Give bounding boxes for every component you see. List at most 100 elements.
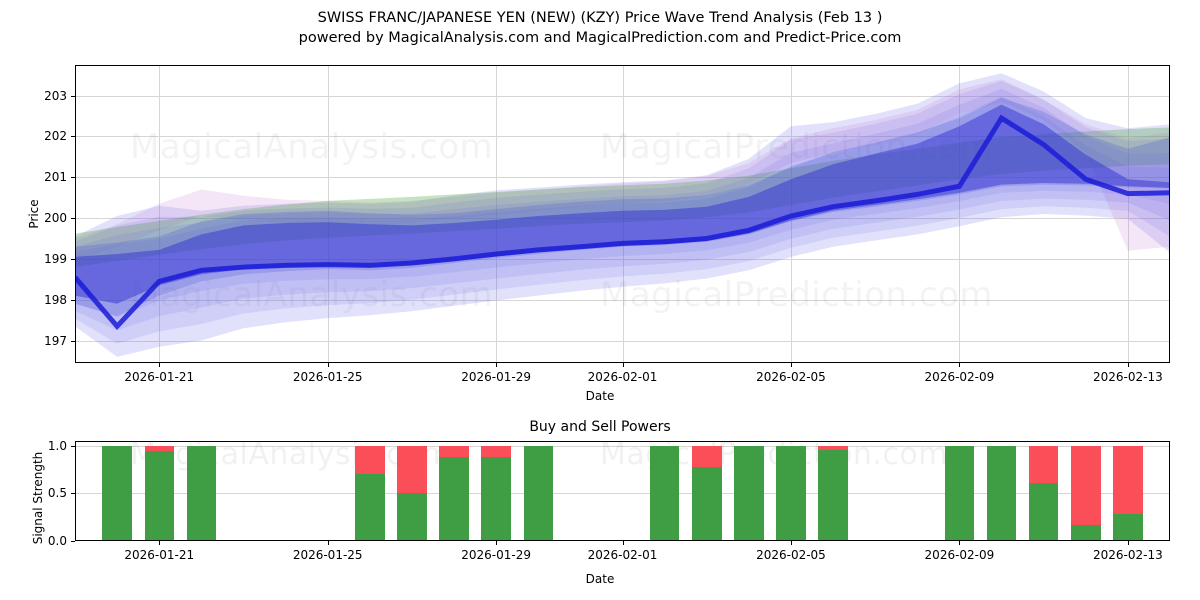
- price-x-tick-label: 2026-02-05: [756, 370, 826, 384]
- buy-sell-bar[interactable]: [649, 445, 680, 541]
- buy-sell-bar[interactable]: [776, 445, 806, 541]
- buy-sell-y-axis-label: Signal Strength: [31, 451, 45, 545]
- price-x-tick: [959, 363, 961, 367]
- buy-sell-bar[interactable]: [355, 445, 385, 541]
- buy-power-segment: [1028, 482, 1059, 541]
- price-x-axis-label: Date: [585, 389, 615, 403]
- buy-power-segment: [481, 457, 511, 541]
- sell-power-segment: [818, 445, 848, 450]
- sell-power-segment: [144, 445, 174, 451]
- buy-sell-bar[interactable]: [481, 445, 511, 541]
- buy-sell-bar[interactable]: [944, 445, 975, 541]
- price-y-tick: [71, 340, 75, 342]
- buy-sell-title: Buy and Sell Powers: [529, 419, 671, 435]
- buy-sell-y-tick: [71, 493, 75, 495]
- buy-sell-x-tick-label: 2026-02-01: [587, 548, 658, 562]
- buy-sell-bar[interactable]: [818, 445, 848, 541]
- buy-sell-bar[interactable]: [186, 445, 217, 541]
- sell-power-segment: [1028, 445, 1059, 483]
- buy-power-segment: [649, 445, 680, 541]
- wave-band-green-band: [75, 127, 1170, 268]
- buy-sell-powers-panel: MagicalAnalysis.com MagicalPrediction.co…: [75, 441, 1170, 541]
- price-y-tick-label: 201: [44, 170, 67, 185]
- wave-band-intermediate: [75, 88, 1170, 331]
- price-y-tick-label: 203: [44, 88, 67, 103]
- price-y-tick: [71, 177, 75, 179]
- watermark-analysis-2: MagicalAnalysis.com: [130, 275, 493, 315]
- buy-power-segment: [1071, 524, 1101, 541]
- price-gridline-v: [1127, 65, 1129, 363]
- buy-sell-bar[interactable]: [439, 445, 469, 541]
- buy-sell-x-tick: [327, 541, 329, 545]
- price-gridline-v: [496, 65, 498, 363]
- price-y-tick: [71, 258, 75, 260]
- price-y-tick: [71, 136, 75, 138]
- buy-power-segment: [1113, 514, 1143, 541]
- price-plot-area: MagicalAnalysis.com MagicalPrediction.co…: [75, 65, 1170, 363]
- sell-power-segment: [1113, 445, 1143, 515]
- price-x-tick: [496, 363, 498, 367]
- buy-sell-x-tick-label: 2026-01-29: [461, 548, 532, 562]
- buy-sell-bar[interactable]: [144, 445, 174, 541]
- buy-sell-bar[interactable]: [523, 445, 553, 541]
- price-gridline-v: [327, 65, 329, 363]
- buy-sell-y-tick-label: 1.0: [47, 438, 67, 453]
- price-center-trend-line: [75, 114, 1170, 331]
- price-x-tick: [327, 363, 329, 367]
- price-y-tick-label: 199: [44, 251, 67, 266]
- price-x-tick: [622, 363, 624, 367]
- buy-sell-y-tick: [71, 541, 75, 542]
- price-gridline-v: [159, 65, 161, 363]
- buy-sell-bar[interactable]: [1113, 445, 1143, 541]
- buy-sell-x-tick: [496, 541, 498, 545]
- buy-power-segment: [397, 493, 427, 541]
- watermark-analysis-1: MagicalAnalysis.com: [130, 127, 493, 167]
- buy-sell-x-tick-label: 2026-02-05: [756, 548, 826, 562]
- wave-band-intermediate: [75, 81, 1170, 344]
- price-wave-bands: [75, 73, 1170, 357]
- buy-sell-x-tick: [790, 541, 792, 545]
- sell-power-segment: [355, 445, 385, 475]
- buy-sell-x-tick-label: 2026-02-09: [924, 548, 995, 562]
- buy-sell-bar[interactable]: [692, 445, 722, 541]
- buy-sell-bar[interactable]: [397, 445, 427, 541]
- buy-sell-x-tick: [959, 541, 961, 545]
- buy-power-segment: [986, 445, 1017, 541]
- buy-sell-bar[interactable]: [734, 445, 764, 541]
- wave-band-light-blue-envelope: [75, 73, 1170, 357]
- buy-power-segment: [692, 466, 722, 541]
- buy-power-segment: [734, 445, 764, 541]
- wave-band-pink-band: [75, 79, 1170, 261]
- buy-power-segment: [944, 445, 975, 541]
- price-y-tick-label: 198: [44, 292, 67, 307]
- buy-sell-x-axis-label: Date: [585, 572, 615, 586]
- buy-sell-bar[interactable]: [986, 445, 1017, 541]
- buy-power-segment: [186, 445, 217, 541]
- watermark-prediction-2: MagicalPrediction.com: [600, 275, 993, 315]
- wave-band-dark-blue-core: [75, 104, 1170, 304]
- wave-band-intermediate: [75, 96, 1170, 318]
- price-x-tick-label: 2026-02-13: [1093, 370, 1163, 384]
- buy-power-segment: [776, 445, 806, 541]
- price-y-tick: [71, 95, 75, 97]
- buy-sell-bar[interactable]: [102, 445, 132, 541]
- sell-power-segment: [1071, 445, 1101, 525]
- buy-sell-bar[interactable]: [1071, 445, 1101, 541]
- sell-power-segment: [439, 445, 469, 458]
- buy-sell-y-tick-label: 0.5: [47, 486, 67, 501]
- buy-sell-y-tick: [71, 445, 75, 447]
- buy-power-segment: [439, 457, 469, 541]
- page-title: SWISS FRANC/JAPANESE YEN (NEW) (KZY) Pri…: [0, 8, 1200, 48]
- buy-sell-x-tick-label: 2026-01-25: [292, 548, 363, 562]
- chart-title-line-2: powered by MagicalAnalysis.com and Magic…: [298, 30, 902, 46]
- price-gridline-v: [622, 65, 624, 363]
- buy-sell-bars: [75, 441, 1170, 541]
- buy-power-segment: [144, 450, 174, 541]
- buy-power-segment: [355, 474, 385, 541]
- price-x-tick-label: 2026-02-09: [924, 370, 995, 384]
- price-y-axis-label: Price: [27, 199, 41, 229]
- buy-sell-bar[interactable]: [1028, 445, 1059, 541]
- buy-sell-x-tick: [622, 541, 624, 545]
- wave-band-blue-band: [75, 97, 1170, 317]
